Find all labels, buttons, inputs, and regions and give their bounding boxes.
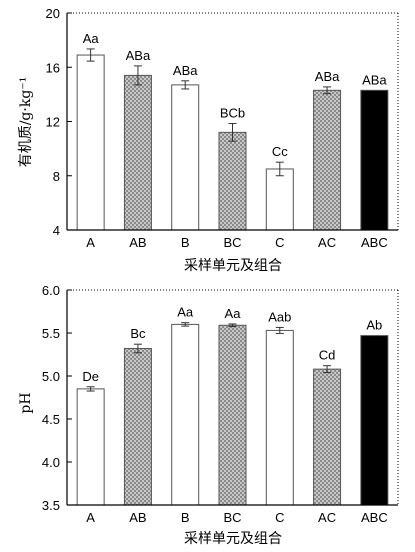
chart2-ytick-labels: 3.5 4.0 4.5 5.0 5.5 6.0 bbox=[42, 283, 60, 513]
xtick-label: AC bbox=[318, 235, 336, 250]
chart1-axes bbox=[66, 12, 399, 231]
xtick-label: AC bbox=[318, 510, 336, 525]
ytick-label: 8 bbox=[53, 169, 60, 184]
significance-label: Cc bbox=[272, 144, 288, 159]
chart2-axes bbox=[66, 289, 399, 506]
ytick-label: 12 bbox=[46, 115, 60, 130]
ytick-label: 3.5 bbox=[42, 498, 60, 513]
ytick-label: 20 bbox=[46, 6, 60, 21]
chart1-bars bbox=[76, 54, 389, 231]
chart1-xlabel: 采样单元及组合 bbox=[184, 257, 282, 273]
chart2-significance-labels: De Bc Aa Aa Aab Cd Ab bbox=[82, 305, 382, 384]
ytick-label: 4.0 bbox=[42, 455, 60, 470]
significance-label: ABa bbox=[126, 48, 151, 63]
xtick-label: C bbox=[275, 510, 284, 525]
chart2-ylabel: pH bbox=[18, 392, 34, 413]
bar bbox=[360, 335, 389, 506]
ytick-label: 16 bbox=[46, 60, 60, 75]
ytick-label: 6.0 bbox=[42, 283, 60, 298]
chart-organic-matter: 有机质/g·kg⁻¹ 采样单元及组合 4 8 12 16 20 A AB B BC C AC ABC… bbox=[18, 6, 399, 273]
significance-label: ABa bbox=[173, 63, 198, 78]
xtick-label: ABC bbox=[361, 235, 388, 250]
significance-label: Aab bbox=[268, 309, 291, 324]
bar bbox=[123, 347, 152, 506]
xtick-label: BC bbox=[223, 235, 241, 250]
chart2-xtick-labels: A AB B BC C AC ABC bbox=[86, 510, 387, 525]
chart2-xlabel: 采样单元及组合 bbox=[184, 530, 282, 546]
bar bbox=[265, 168, 294, 231]
bar bbox=[218, 131, 247, 231]
chart1-ytick-labels: 4 8 12 16 20 bbox=[46, 6, 60, 238]
chart1-significance-labels: Aa ABa ABa BCb Cc ABa ABa bbox=[83, 31, 388, 159]
chart2-bars bbox=[76, 323, 389, 506]
significance-label: De bbox=[82, 369, 99, 384]
bar bbox=[171, 84, 200, 231]
xtick-label: BC bbox=[223, 510, 241, 525]
xtick-label: A bbox=[86, 510, 95, 525]
bar bbox=[218, 324, 247, 506]
xtick-label: AB bbox=[129, 510, 146, 525]
chart2-error-bars bbox=[86, 322, 332, 392]
significance-label: ABa bbox=[362, 72, 387, 87]
significance-label: ABa bbox=[315, 69, 340, 84]
xtick-label: B bbox=[181, 510, 190, 525]
xtick-label: B bbox=[181, 235, 190, 250]
xtick-label: A bbox=[86, 235, 95, 250]
significance-label: Cd bbox=[319, 348, 336, 363]
bar bbox=[76, 388, 105, 506]
ytick-label: 4.5 bbox=[42, 412, 60, 427]
chart1-ylabel: 有机质/g·kg⁻¹ bbox=[18, 77, 34, 168]
ytick-label: 4 bbox=[53, 223, 60, 238]
significance-label: Ab bbox=[366, 318, 382, 333]
bar bbox=[123, 74, 152, 231]
chart-ph: pH 采样单元及组合 3.54.04.55.05.56.0 A AB B BC C AC A… bbox=[18, 283, 399, 546]
significance-label: Aa bbox=[177, 305, 194, 320]
ytick-label: 5.5 bbox=[42, 326, 60, 341]
significance-label: Bc bbox=[130, 326, 146, 341]
chart1-error-bars bbox=[86, 48, 332, 177]
bar bbox=[265, 329, 294, 506]
bar bbox=[313, 89, 342, 231]
significance-label: BCb bbox=[220, 106, 245, 121]
xtick-label: ABC bbox=[361, 510, 388, 525]
bar bbox=[171, 323, 200, 506]
significance-label: Aa bbox=[225, 306, 242, 321]
bar bbox=[76, 54, 105, 231]
bar bbox=[360, 89, 389, 231]
ytick-label: 5.0 bbox=[42, 369, 60, 384]
chart1-xtick-labels: A AB B BC C AC ABC bbox=[86, 235, 387, 250]
bar bbox=[313, 368, 342, 506]
significance-label: Aa bbox=[83, 31, 100, 46]
xtick-label: AB bbox=[129, 235, 146, 250]
xtick-label: C bbox=[275, 235, 284, 250]
